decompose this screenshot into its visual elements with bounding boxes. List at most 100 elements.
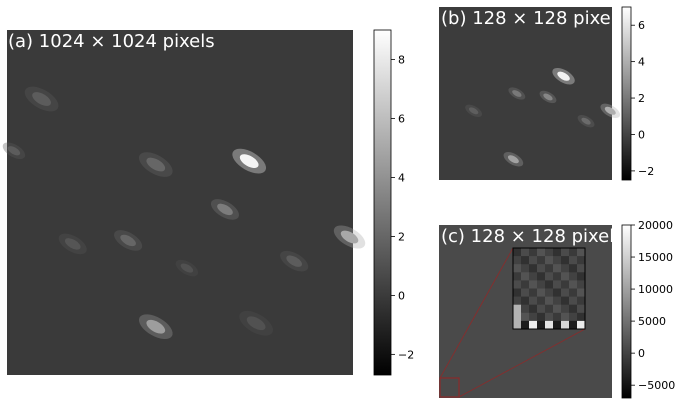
colorbar-c-tick-label: −5000 xyxy=(638,379,675,392)
colorbar-b-tick-label: 6 xyxy=(638,19,645,32)
inset-pixel xyxy=(521,280,530,289)
inset-pixel xyxy=(569,272,578,281)
panel-a-feature xyxy=(239,154,259,168)
panel-b-background xyxy=(439,7,612,180)
inset-pixel xyxy=(569,264,578,273)
colorbar-a-tick-label: 2 xyxy=(398,230,405,243)
inset-pixel xyxy=(513,248,522,257)
inset-pixel xyxy=(513,304,522,314)
panel-a-feature xyxy=(246,316,266,331)
inset-pixel xyxy=(545,256,554,265)
colorbar-a-tick-label: 0 xyxy=(398,289,405,302)
inset-pixel xyxy=(553,320,562,330)
inset-pixel xyxy=(553,272,562,281)
inset-pixel xyxy=(513,312,522,322)
inset-pixel xyxy=(545,288,554,297)
colorbar-a-tick-label: 4 xyxy=(398,171,405,184)
panel-b-colorbar: −2 0 2 4 6 xyxy=(621,6,654,181)
inset-pixel xyxy=(553,288,562,297)
colorbar-b-tick-label: 4 xyxy=(638,56,645,69)
panel-a: (a) 1024 × 1024 pixels −2 0 2 4 6 8 xyxy=(2,29,414,376)
inset-pixel xyxy=(537,256,546,265)
zoom-inset xyxy=(512,247,586,330)
inset-pixel xyxy=(569,304,578,314)
panel-a-colorbar-bar xyxy=(373,29,392,376)
inset-pixel xyxy=(537,304,546,314)
inset-pixel xyxy=(553,248,562,257)
panel-a-background xyxy=(7,30,353,375)
panel-a-feature xyxy=(180,263,194,273)
colorbar-c-tick-label: 15000 xyxy=(638,251,673,264)
inset-pixel xyxy=(545,280,554,289)
inset-pixel xyxy=(561,312,570,322)
panel-b-feature xyxy=(512,90,522,97)
inset-pixel xyxy=(569,248,578,257)
panel-a-title: (a) 1024 × 1024 pixels xyxy=(8,31,215,52)
inset-pixel xyxy=(577,304,586,314)
colorbar-a-tick-label: 6 xyxy=(398,112,405,125)
inset-pixel xyxy=(569,280,578,289)
inset-pixel xyxy=(521,256,530,265)
inset-pixel xyxy=(561,264,570,273)
panel-b-image xyxy=(439,7,621,180)
inset-pixel xyxy=(577,312,586,322)
panel-a-feature xyxy=(64,238,81,250)
inset-pixel xyxy=(521,264,530,273)
inset-pixel xyxy=(513,264,522,273)
inset-pixel xyxy=(577,264,586,273)
inset-frame xyxy=(512,247,586,330)
inset-pixel xyxy=(513,280,522,289)
panel-a-feature xyxy=(217,203,233,216)
inset-pixel xyxy=(529,320,538,330)
panel-a-feature xyxy=(32,92,51,106)
inset-pixel xyxy=(569,288,578,297)
inset-pixel xyxy=(545,248,554,257)
inset-pixel xyxy=(545,320,554,330)
colorbar-b-tick-label: −2 xyxy=(638,165,654,178)
panel-c-image xyxy=(439,225,612,398)
panel-a-feature xyxy=(146,157,166,172)
inset-pixel xyxy=(537,312,546,322)
inset-pixel xyxy=(521,272,530,281)
inset-pixel xyxy=(537,320,546,330)
inset-pixel xyxy=(553,280,562,289)
panel-a-feature xyxy=(340,230,359,244)
panel-c-colorbar: −5000 0 5000 10000 15000 20000 xyxy=(621,219,675,399)
panel-b-feature xyxy=(543,93,553,101)
inset-pixel xyxy=(513,296,522,305)
panel-c: (c) 128 × 128 pixels −5000 0 5000 10000 1500… xyxy=(439,219,675,399)
inset-pixel xyxy=(545,296,554,305)
inset-pixel xyxy=(521,296,530,305)
panel-b-feature xyxy=(581,117,591,125)
panel-a-feature xyxy=(7,146,21,156)
inset-pixel xyxy=(537,272,546,281)
inset-pixel xyxy=(529,264,538,273)
inset-pixel xyxy=(529,272,538,281)
inset-pixel xyxy=(545,304,554,314)
inset-pixel xyxy=(569,296,578,305)
inset-pixel xyxy=(561,288,570,297)
inset-pixel xyxy=(537,264,546,273)
panel-a-feature xyxy=(146,319,166,334)
inset-pixel xyxy=(513,256,522,265)
inset-pixel xyxy=(513,288,522,297)
inset-pixel xyxy=(561,320,570,330)
inset-pixel xyxy=(521,248,530,257)
colorbar-a-tick-label: −2 xyxy=(398,348,414,361)
inset-pixel xyxy=(545,264,554,273)
inset-pixel xyxy=(521,312,530,322)
panel-b: (b) 128 × 128 pixels −2 0 2 4 6 xyxy=(439,6,654,181)
inset-pixel xyxy=(545,272,554,281)
inset-pixel xyxy=(529,304,538,314)
inset-pixel xyxy=(569,320,578,330)
inset-pixel xyxy=(553,296,562,305)
colorbar-b-tick-label: 2 xyxy=(638,92,645,105)
panel-b-feature xyxy=(557,71,570,81)
inset-pixel xyxy=(577,320,586,330)
inset-pixel xyxy=(529,256,538,265)
inset-pixel xyxy=(569,312,578,322)
colorbar-c-tick-label: 5000 xyxy=(638,315,666,328)
colorbar-c-tick-label: 10000 xyxy=(638,283,673,296)
colorbar-a-tick-label: 8 xyxy=(398,53,405,66)
